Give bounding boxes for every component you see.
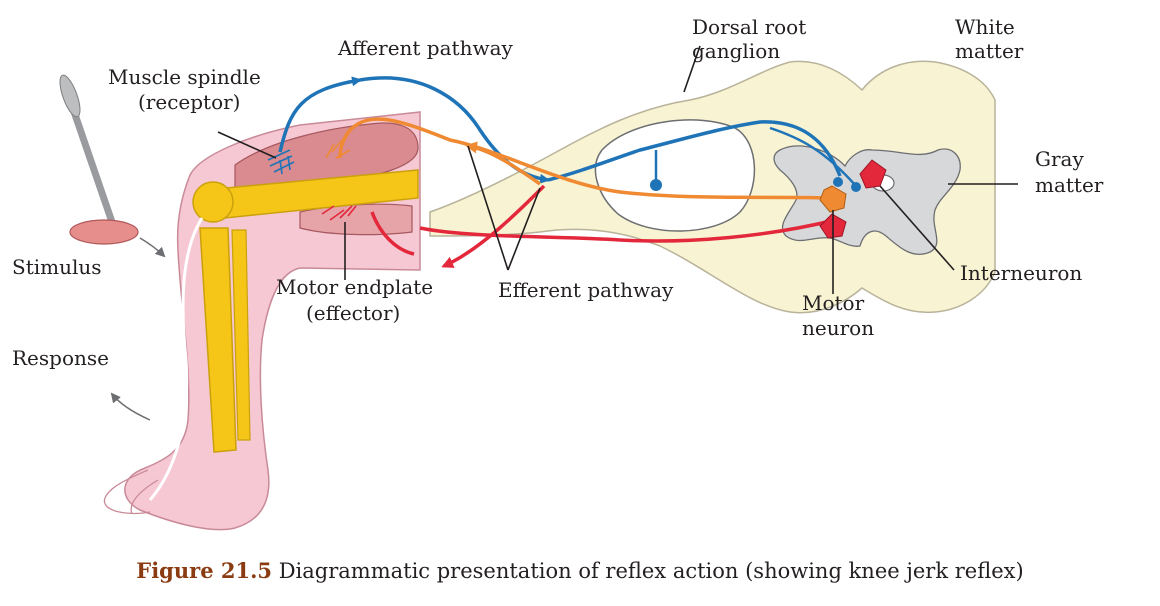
afferent-branch (769, 126, 857, 187)
afferent-terminal-1 (851, 182, 861, 192)
label-muscle-spindle-1: Muscle spindle (108, 65, 261, 89)
leg-illustration (103, 111, 421, 531)
response-arrow (110, 392, 151, 421)
leader-dorsal-root (683, 45, 701, 93)
afferent-fibre-to-cord (547, 120, 842, 182)
label-muscle-spindle-2: (receptor) (138, 90, 240, 114)
leg-outline-white (148, 217, 204, 501)
leader-muscle-spindle (217, 131, 277, 159)
motor-neuron-orange (819, 185, 847, 213)
label-motor-neuron-2: neuron (802, 316, 874, 340)
stimulus-arrow (139, 237, 166, 258)
label-dorsal-root-2: ganglion (692, 39, 780, 63)
toes (103, 469, 159, 515)
afferent-fibre-start (278, 76, 362, 153)
hammer-handle (66, 96, 116, 226)
leader-efferent-2 (507, 187, 541, 271)
interneuron-cell (859, 159, 887, 189)
label-white-matter-1: White (955, 15, 1015, 39)
leader-efferent-1 (467, 145, 509, 271)
label-efferent-pathway: Efferent pathway (498, 278, 674, 302)
efferent-red-fibre (419, 218, 836, 243)
label-motor-endplate-2: (effector) (306, 301, 400, 325)
muscle-spindle-receptor (267, 149, 295, 175)
tibia-bone (199, 227, 237, 453)
label-gray-matter-1: Gray (1035, 147, 1084, 171)
fibula-bone (231, 229, 251, 441)
dorsal-root-cavity (594, 119, 756, 232)
label-dorsal-root-1: Dorsal root (692, 15, 806, 39)
figure-caption: Figure 21.5 Diagrammatic presentation of… (0, 558, 1160, 583)
afferent-terminal-2 (833, 177, 843, 187)
figure-number: Figure 21.5 (136, 558, 273, 583)
orange-endplate (325, 139, 351, 159)
label-response: Response (12, 346, 109, 370)
efferent-red-end (370, 211, 415, 256)
label-white-matter-2: matter (955, 39, 1024, 63)
spinal-cord (429, 60, 996, 314)
leader-lines (217, 45, 1018, 294)
leader-interneuron (879, 185, 955, 271)
knee-cap (192, 181, 234, 223)
efferent-red-arrow (441, 184, 546, 268)
label-interneuron: Interneuron (960, 261, 1082, 285)
label-stimulus: Stimulus (12, 255, 102, 279)
hammer-head (69, 219, 139, 245)
efferent-neurons (321, 117, 887, 268)
red-endplate (321, 205, 357, 221)
efferent-orange-fibre (338, 117, 831, 200)
hammer-tip (59, 74, 81, 118)
label-motor-endplate-1: Motor endplate (276, 275, 433, 299)
reflex-hammer (59, 74, 166, 258)
label-gray-matter-2: matter (1035, 173, 1104, 197)
figure-caption-text: Diagrammatic presentation of reflex acti… (272, 559, 1024, 583)
dorsal-root-ganglion-cell (650, 179, 662, 191)
label-afferent-pathway: Afferent pathway (337, 36, 513, 60)
efferent-orange-arrow (465, 141, 542, 186)
label-motor-neuron-1: Motor (802, 291, 865, 315)
